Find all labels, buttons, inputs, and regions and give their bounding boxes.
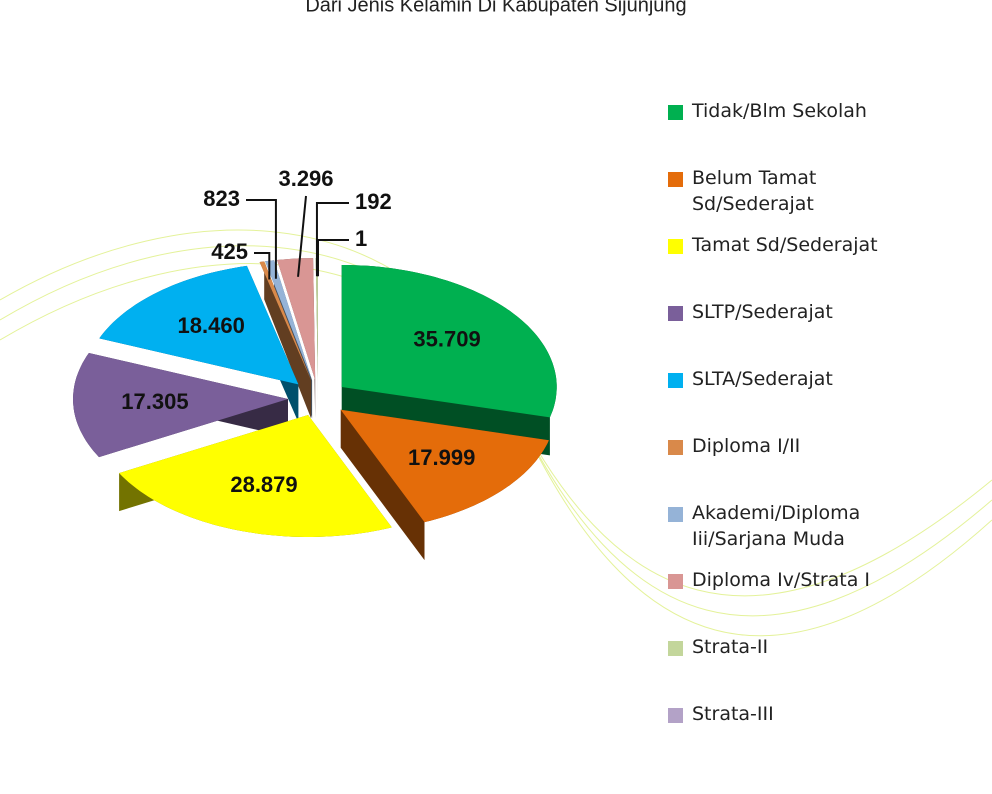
data-label: 3.296: [278, 166, 333, 191]
legend-item: Belum Tamat Sd/Sederajat: [668, 165, 988, 232]
legend-item: Tamat Sd/Sederajat: [668, 232, 988, 299]
slice: [119, 415, 392, 537]
legend-label: Tamat Sd/Sederajat: [692, 234, 878, 256]
legend-swatch: [668, 708, 683, 723]
data-label: 823: [203, 186, 240, 211]
legend-label: Diploma I/II: [692, 435, 801, 457]
leader-line: [315, 202, 349, 277]
legend-label: SLTA/Sederajat: [692, 368, 833, 390]
legend-item: Diploma Iv/Strata I: [668, 567, 988, 634]
legend-swatch: [668, 172, 683, 187]
data-label: 35.709: [413, 326, 480, 351]
slice: [265, 260, 313, 381]
legend-label: SLTP/Sederajat: [692, 301, 833, 323]
slice: [73, 353, 288, 458]
legend-item: Strata-III: [668, 701, 988, 768]
legend-item: SLTP/Sederajat: [668, 299, 988, 366]
data-label: 425: [211, 239, 248, 264]
data-label: 17.305: [121, 389, 188, 414]
legend-swatch: [668, 641, 683, 656]
leader-line: [254, 252, 271, 280]
legend-swatch: [668, 239, 683, 254]
legend-item: SLTA/Sederajat: [668, 366, 988, 433]
slice: [340, 409, 549, 523]
legend-item: Diploma I/II: [668, 433, 988, 500]
legend-swatch: [668, 105, 683, 120]
slice: [341, 265, 557, 418]
data-label: 192: [355, 189, 392, 214]
slice-side: [259, 261, 312, 419]
data-label: 28.879: [230, 472, 297, 497]
leader-line: [246, 199, 277, 279]
legend-swatch: [668, 507, 683, 522]
slice: [315, 258, 318, 380]
legend-item: Strata-II: [668, 634, 988, 701]
leader-line: [297, 195, 307, 277]
slice: [259, 261, 312, 381]
legend-label: Belum Tamat Sd/Sederajat: [692, 167, 817, 215]
leader-line: [316, 239, 349, 277]
legend: Tidak/Blm Sekolah Belum Tamat Sd/Sederaja…: [668, 98, 988, 768]
slice: [99, 265, 299, 385]
legend-label: Strata-II: [692, 636, 769, 658]
legend-swatch: [668, 306, 683, 321]
data-label: 18.460: [178, 313, 245, 338]
legend-label: Strata-III: [692, 703, 774, 725]
chart-title: Dari Jenis Kelamin Di Kabupaten Sijunjun…: [305, 0, 686, 16]
legend-item: Akademi/Diploma Iii/Sarjana Muda: [668, 500, 988, 567]
legend-label: Diploma Iv/Strata I: [692, 569, 871, 591]
legend-label: Akademi/Diploma Iii/Sarjana Muda: [692, 502, 861, 550]
legend-swatch: [668, 574, 683, 589]
slice: [277, 258, 316, 381]
data-label: 1: [355, 226, 367, 251]
legend-item: Tidak/Blm Sekolah: [668, 98, 988, 165]
data-label: 17.999: [408, 445, 475, 470]
legend-swatch: [668, 373, 683, 388]
legend-label: Tidak/Blm Sekolah: [692, 100, 867, 122]
legend-swatch: [668, 440, 683, 455]
